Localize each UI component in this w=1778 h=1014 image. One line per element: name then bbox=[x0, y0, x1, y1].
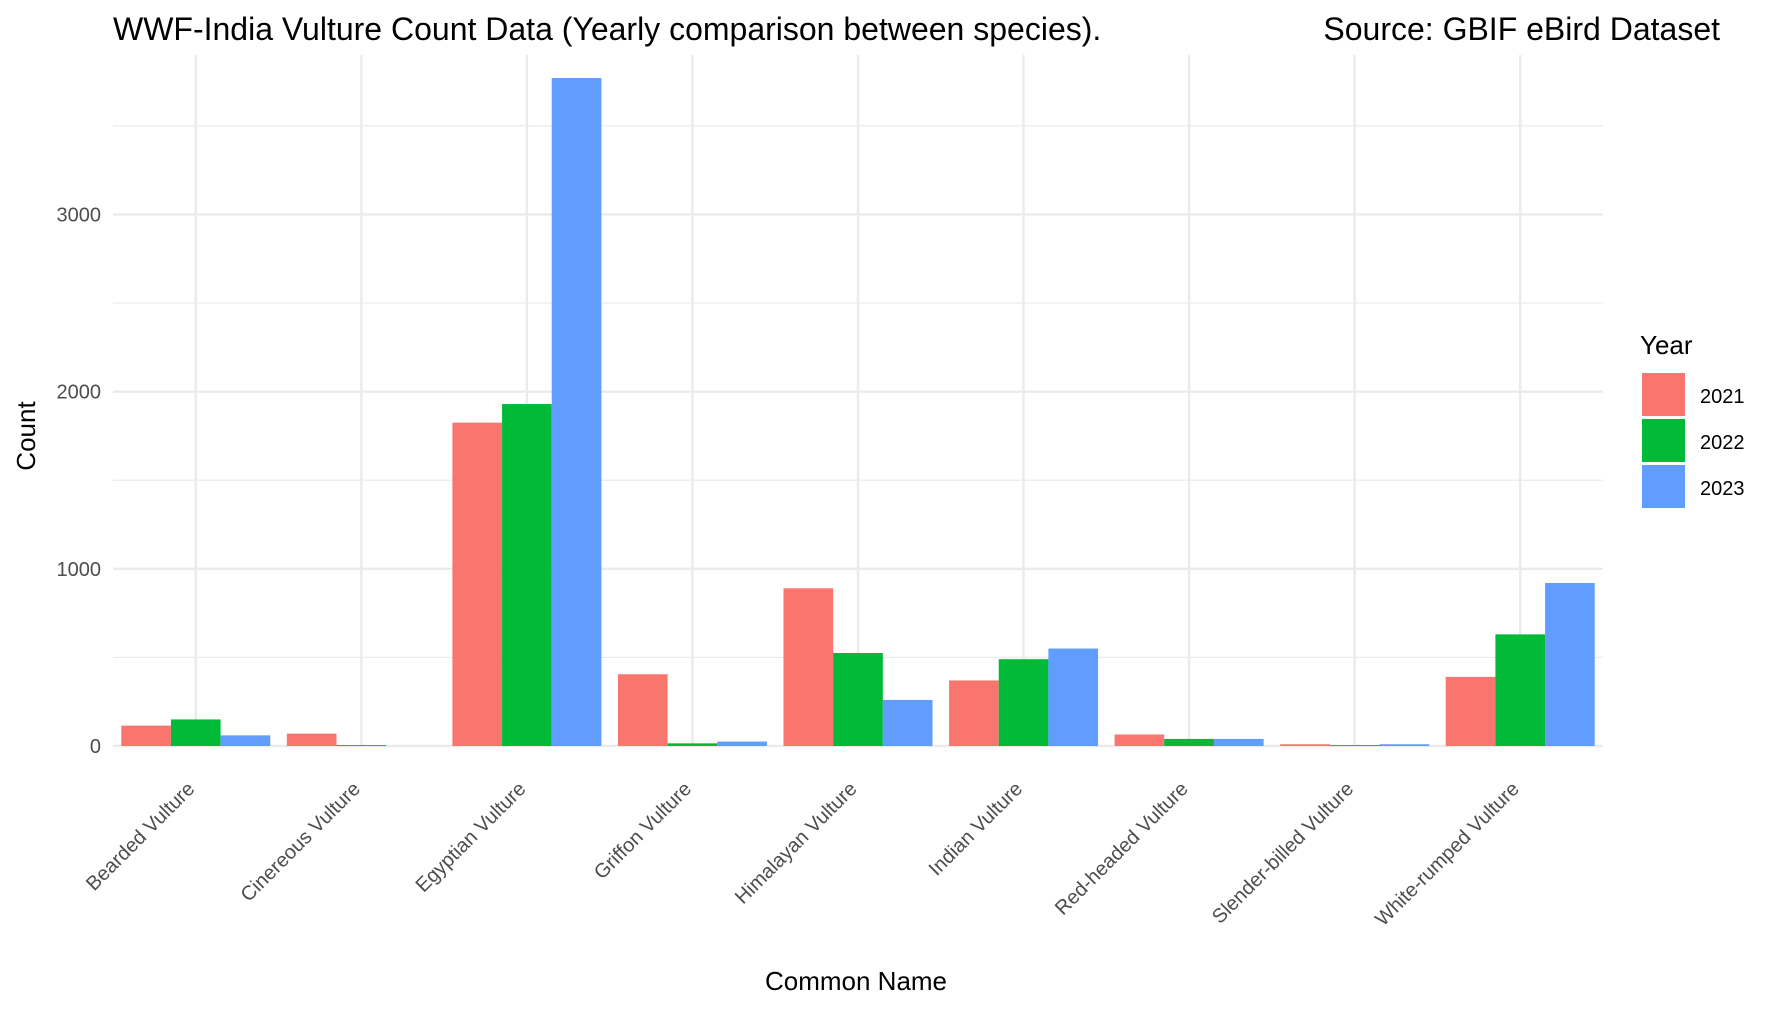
bar-2023 bbox=[1213, 738, 1264, 746]
legend-key-2022 bbox=[1642, 419, 1685, 462]
legend-label: 2022 bbox=[1700, 432, 1745, 454]
x-tick-label: Cinereous Vulture bbox=[237, 778, 365, 906]
y-tick-label: 1000 bbox=[57, 559, 102, 581]
bar-2023 bbox=[882, 699, 933, 746]
chart-subtitle: Source: GBIF eBird Dataset bbox=[1323, 11, 1720, 47]
bar-2021 bbox=[949, 680, 999, 746]
bar-2021 bbox=[286, 733, 337, 746]
x-tick-label: Bearded Vulture bbox=[82, 778, 199, 895]
bar-2021 bbox=[1114, 734, 1165, 746]
grid-layer bbox=[113, 55, 1603, 748]
y-axis-title: Count bbox=[11, 401, 41, 471]
legend-title: Year bbox=[1640, 330, 1693, 360]
bar-2021 bbox=[783, 588, 834, 746]
legend-items: 2021 2022 2023 bbox=[1642, 373, 1745, 508]
legend: Year 2021 2022 2023 bbox=[1640, 330, 1745, 508]
bar-2021 bbox=[1445, 676, 1496, 746]
x-tick-label: Griffon Vulture bbox=[590, 778, 696, 884]
y-tick-label: 0 bbox=[90, 736, 101, 758]
x-tick-label: Indian Vulture bbox=[925, 778, 1027, 880]
bar-2021 bbox=[121, 725, 171, 746]
bar-2023 bbox=[1048, 648, 1099, 746]
x-tick-label: White-rumped Vulture bbox=[1371, 778, 1524, 931]
bar-2023 bbox=[220, 735, 271, 746]
bar-2022 bbox=[667, 743, 718, 746]
bar-2022 bbox=[170, 719, 221, 746]
x-tick-label: Egyptian Vulture bbox=[412, 778, 531, 897]
bar-2022 bbox=[1495, 634, 1546, 746]
bar-2022 bbox=[1329, 745, 1380, 746]
x-axis-title: Common Name bbox=[765, 966, 947, 996]
legend-label: 2021 bbox=[1700, 386, 1745, 408]
bar-2022 bbox=[1164, 738, 1214, 746]
bar-2023 bbox=[1379, 744, 1430, 746]
bar-2021 bbox=[617, 674, 668, 746]
bar-2023 bbox=[1545, 582, 1595, 746]
legend-key-2023 bbox=[1642, 465, 1685, 508]
x-tick-label: Himalayan Vulture bbox=[731, 778, 862, 909]
bar-2023 bbox=[551, 78, 602, 747]
bar-2022 bbox=[502, 404, 552, 746]
legend-key-2021 bbox=[1642, 373, 1685, 416]
y-tick-label: 3000 bbox=[57, 204, 102, 226]
bar-2023 bbox=[717, 741, 767, 746]
bar-2022 bbox=[998, 659, 1049, 746]
x-axis-ticks: Bearded Vulture Cinereous Vulture Egyptian… bbox=[82, 778, 1524, 931]
y-axis-ticks: 0 1000 2000 3000 bbox=[57, 204, 102, 758]
x-tick-label: Red-headed Vulture bbox=[1051, 778, 1193, 920]
bars-layer bbox=[121, 78, 1595, 747]
chart-title: WWF-India Vulture Count Data (Yearly com… bbox=[113, 11, 1101, 47]
legend-label: 2023 bbox=[1700, 478, 1745, 500]
bar-2022 bbox=[336, 745, 387, 746]
x-tick-label: Slender-billed Vulture bbox=[1208, 778, 1358, 928]
bar-2021 bbox=[452, 422, 503, 746]
bar-2022 bbox=[833, 652, 883, 746]
bar-2021 bbox=[1280, 744, 1330, 746]
y-tick-label: 2000 bbox=[57, 382, 102, 404]
